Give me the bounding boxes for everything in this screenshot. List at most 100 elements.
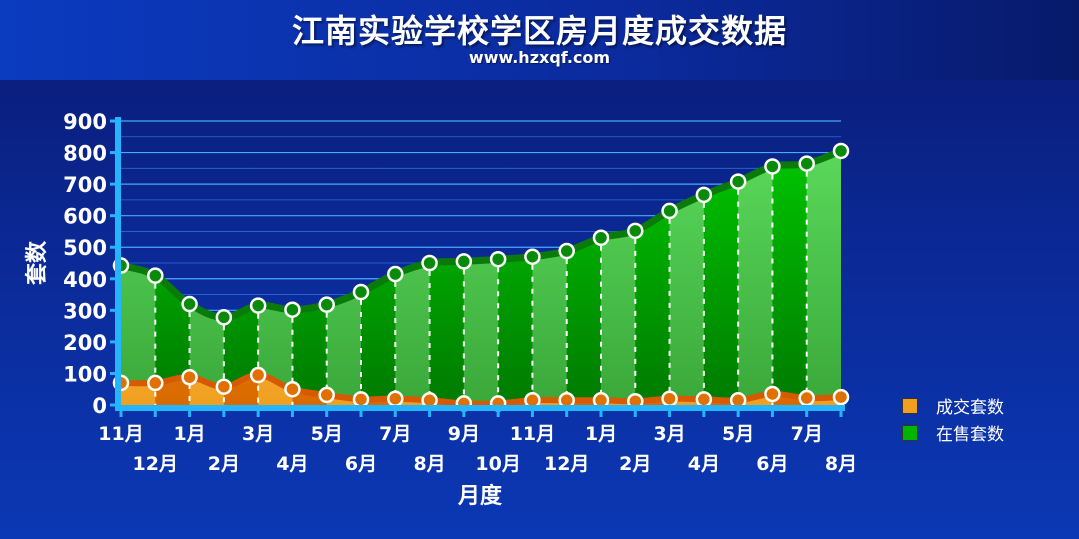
deal-point[interactable] bbox=[215, 378, 233, 395]
legend-swatch-sale bbox=[902, 424, 918, 441]
y-tick-label: 400 bbox=[63, 268, 107, 292]
sale-band bbox=[189, 151, 225, 405]
x-tick-label: 11月 bbox=[98, 423, 143, 445]
deal-point[interactable] bbox=[764, 385, 781, 403]
sale-band bbox=[601, 151, 636, 405]
sale-point[interactable] bbox=[318, 296, 335, 313]
y-tick-label: 900 bbox=[63, 110, 107, 134]
sale-point[interactable] bbox=[558, 242, 575, 260]
sale-point[interactable] bbox=[661, 202, 678, 220]
sale-point[interactable] bbox=[181, 295, 198, 313]
deal-point[interactable] bbox=[352, 391, 370, 408]
x-tick-label: 11月 bbox=[510, 423, 555, 445]
sale-point[interactable] bbox=[798, 155, 815, 172]
y-tick-label: 700 bbox=[63, 173, 107, 197]
x-tick-label: 5月 bbox=[722, 423, 754, 445]
legend-label-sale: 在售套数 bbox=[936, 425, 1004, 445]
deal-point[interactable] bbox=[181, 368, 198, 386]
deal-point[interactable] bbox=[387, 390, 404, 407]
sale-point[interactable] bbox=[489, 250, 507, 268]
deal-point[interactable] bbox=[318, 386, 335, 404]
sale-band bbox=[703, 151, 739, 405]
y-tick-label: 0 bbox=[92, 394, 107, 418]
sale-point[interactable] bbox=[421, 254, 438, 272]
deal-point[interactable] bbox=[661, 390, 678, 407]
x-tick-label: 1月 bbox=[173, 423, 205, 445]
deal-point[interactable] bbox=[147, 374, 164, 392]
sale-band bbox=[566, 151, 602, 405]
sale-point[interactable] bbox=[592, 229, 610, 247]
y-tick-label: 600 bbox=[63, 205, 107, 229]
legend-label-deal: 成交套数 bbox=[936, 398, 1004, 418]
sale-band bbox=[326, 151, 362, 405]
y-tick-label: 100 bbox=[63, 362, 107, 386]
x-tick-label: 4月 bbox=[688, 453, 720, 475]
sale-band bbox=[121, 151, 156, 405]
sale-band bbox=[361, 151, 396, 405]
y-tick-label: 200 bbox=[63, 331, 107, 355]
month-separators bbox=[154, 171, 808, 405]
deal-point[interactable] bbox=[832, 388, 850, 406]
sale-band bbox=[806, 151, 841, 405]
sale-point[interactable] bbox=[832, 142, 850, 160]
x-tick-label: 8月 bbox=[413, 453, 445, 475]
sale-point[interactable] bbox=[352, 283, 370, 301]
header: 江南实验学校学区房月度成交数据 www.hzxqf.com bbox=[0, 0, 1079, 82]
sale-band bbox=[772, 151, 808, 405]
x-tick-label: 12月 bbox=[544, 453, 589, 475]
x-tick-label: 7月 bbox=[791, 423, 823, 445]
sale-point[interactable] bbox=[764, 158, 781, 175]
x-tick-label: 10月 bbox=[475, 453, 520, 475]
legend-item-sale[interactable]: 在售套数 bbox=[902, 419, 1004, 446]
sale-point[interactable] bbox=[729, 173, 747, 190]
x-tick-label: 4月 bbox=[276, 453, 308, 475]
x-tick-label: 8月 bbox=[825, 453, 857, 475]
x-tick-label: 7月 bbox=[379, 423, 411, 445]
x-tick-label: 3月 bbox=[242, 423, 274, 445]
x-tick-label: 3月 bbox=[653, 423, 685, 445]
sale-point[interactable] bbox=[627, 222, 644, 240]
deal-point[interactable] bbox=[284, 380, 301, 398]
sale-band bbox=[635, 151, 671, 405]
sale-point[interactable] bbox=[455, 253, 473, 270]
sale-line bbox=[120, 147, 843, 321]
deal-point[interactable] bbox=[695, 391, 713, 408]
legend-item-deal[interactable]: 成交套数 bbox=[902, 392, 1004, 419]
legend-swatch-deal bbox=[902, 397, 918, 414]
sale-point[interactable] bbox=[524, 248, 541, 265]
y-tick-label: 800 bbox=[63, 142, 107, 166]
sale-band bbox=[292, 151, 328, 405]
sale-point[interactable] bbox=[284, 301, 301, 318]
x-tick-label: 6月 bbox=[345, 453, 377, 475]
y-tick-label: 300 bbox=[63, 299, 107, 323]
y-axis-label: 套数 bbox=[24, 240, 50, 285]
deal-point[interactable] bbox=[798, 389, 815, 407]
y-tick-label: 500 bbox=[63, 236, 107, 260]
sale-band bbox=[223, 151, 259, 405]
sale-band bbox=[738, 151, 773, 405]
x-tick-label: 9月 bbox=[448, 423, 480, 445]
sale-area bbox=[120, 147, 843, 405]
deal-line bbox=[120, 372, 842, 407]
axes: 010020030040050060070080090011月12月1月2月3月… bbox=[63, 110, 857, 475]
sale-point[interactable] bbox=[215, 309, 233, 326]
sale-point[interactable] bbox=[249, 297, 267, 314]
x-tick-label: 2月 bbox=[619, 453, 651, 475]
x-tick-label: 2月 bbox=[208, 453, 240, 475]
x-tick-label: 12月 bbox=[133, 453, 178, 475]
x-tick-label: 6月 bbox=[756, 453, 788, 475]
chart-subtitle: www.hzxqf.com bbox=[468, 48, 611, 67]
deal-point[interactable] bbox=[249, 366, 267, 384]
data-points bbox=[112, 142, 850, 412]
sale-point[interactable] bbox=[695, 186, 713, 204]
chart-title: 江南实验学校学区房月度成交数据 bbox=[291, 12, 787, 50]
sale-band bbox=[155, 151, 191, 405]
x-axis-label: 月度 bbox=[457, 483, 503, 509]
x-tick-label: 1月 bbox=[585, 423, 617, 445]
legend: 成交套数 在售套数 bbox=[902, 392, 1004, 446]
sale-point[interactable] bbox=[387, 265, 404, 283]
sale-point[interactable] bbox=[147, 267, 164, 284]
sale-band bbox=[669, 151, 705, 405]
